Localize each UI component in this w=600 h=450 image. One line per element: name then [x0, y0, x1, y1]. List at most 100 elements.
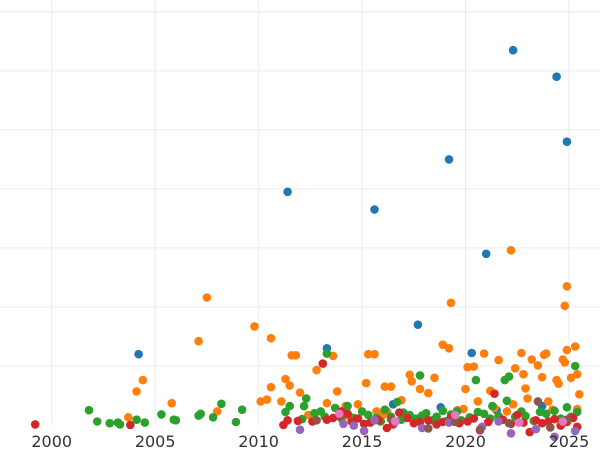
data-point — [332, 387, 342, 396]
data-point — [521, 411, 530, 421]
data-point — [504, 418, 514, 428]
data-point — [370, 349, 379, 359]
data-point — [301, 394, 311, 403]
data-point — [395, 408, 404, 417]
data-point — [291, 351, 301, 360]
data-point — [541, 409, 551, 419]
data-point — [444, 155, 454, 164]
data-point — [438, 340, 448, 350]
data-points — [30, 45, 584, 442]
data-point — [502, 396, 512, 406]
data-point — [370, 416, 379, 425]
x-tick-label-2020: 2020 — [445, 432, 486, 450]
data-point — [560, 301, 570, 311]
data-point — [370, 205, 379, 214]
data-point — [475, 425, 485, 435]
data-point — [432, 412, 441, 422]
x-tick-label-2010: 2010 — [238, 432, 279, 450]
x-tick-label-2000: 2000 — [31, 432, 72, 450]
data-point — [364, 410, 373, 420]
data-point — [392, 397, 402, 407]
data-point — [266, 333, 276, 343]
data-point — [508, 45, 518, 55]
data-point — [572, 369, 582, 379]
data-point — [550, 414, 559, 424]
x-axis-tick-labels: 2000 2005 2010 2015 2020 2025 — [31, 432, 589, 450]
data-point — [295, 425, 305, 435]
data-point — [132, 387, 141, 396]
data-point — [575, 390, 584, 399]
data-point — [353, 414, 363, 423]
data-point — [484, 417, 493, 427]
data-point — [322, 349, 332, 358]
data-point — [339, 419, 348, 429]
x-tick-label-2025: 2025 — [549, 432, 590, 450]
data-point — [519, 369, 528, 379]
data-point — [415, 371, 425, 380]
data-point — [570, 361, 580, 371]
data-point — [450, 417, 460, 427]
data-point — [424, 388, 433, 398]
data-point — [380, 382, 390, 391]
data-point — [386, 382, 396, 391]
data-point — [390, 416, 400, 426]
data-point — [407, 377, 417, 386]
data-point — [361, 378, 371, 388]
data-point — [405, 370, 415, 380]
data-point — [562, 137, 572, 146]
data-point — [359, 426, 369, 436]
data-point — [194, 336, 203, 346]
data-point — [479, 349, 489, 358]
data-point — [167, 398, 176, 408]
series-1 — [134, 45, 572, 415]
data-point — [550, 406, 559, 416]
data-point — [157, 410, 166, 419]
data-point — [318, 359, 328, 368]
data-point — [140, 418, 150, 427]
data-point — [463, 362, 472, 372]
series-7 — [335, 409, 568, 427]
data-point — [552, 72, 561, 81]
data-point — [132, 415, 141, 425]
data-point — [533, 361, 543, 370]
data-point — [510, 364, 520, 373]
data-point — [312, 416, 321, 425]
data-point — [421, 408, 431, 418]
data-point — [237, 405, 247, 415]
data-point — [382, 423, 392, 433]
data-point — [438, 406, 448, 416]
data-point — [446, 298, 456, 308]
data-point — [415, 384, 425, 394]
data-point — [413, 320, 423, 330]
data-point — [521, 384, 530, 393]
data-point — [299, 401, 309, 411]
data-point — [541, 349, 551, 358]
data-point — [430, 373, 439, 383]
data-point — [285, 401, 295, 411]
data-point — [438, 417, 448, 427]
data-point — [494, 417, 503, 426]
data-point — [490, 389, 499, 399]
data-point — [281, 374, 290, 384]
data-point — [523, 394, 532, 403]
data-point — [562, 345, 572, 355]
data-point — [544, 397, 553, 406]
data-point — [231, 417, 241, 427]
data-point — [424, 424, 433, 433]
data-point — [293, 416, 303, 426]
data-point — [479, 409, 489, 419]
data-point — [417, 423, 427, 433]
data-point — [202, 293, 212, 302]
data-point — [115, 420, 125, 429]
data-point — [262, 395, 272, 404]
data-point — [372, 407, 381, 416]
series-2 — [124, 246, 584, 422]
data-point — [515, 418, 524, 427]
data-point — [277, 397, 286, 406]
data-point — [471, 375, 481, 385]
data-point — [562, 403, 572, 412]
data-point — [335, 409, 344, 419]
x-tick-label-2005: 2005 — [135, 432, 176, 450]
data-point — [560, 358, 570, 367]
